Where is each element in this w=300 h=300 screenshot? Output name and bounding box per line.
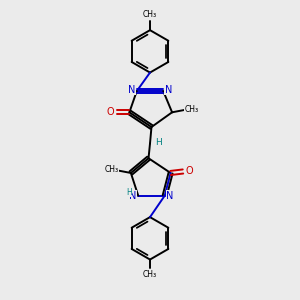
Text: N: N (166, 190, 174, 201)
Text: O: O (186, 166, 193, 176)
Text: H: H (155, 137, 162, 146)
Text: O: O (107, 107, 114, 117)
Text: CH₃: CH₃ (143, 10, 157, 19)
Text: CH₃: CH₃ (105, 165, 119, 174)
Text: CH₃: CH₃ (143, 270, 157, 279)
Text: CH₃: CH₃ (184, 105, 198, 114)
Text: N: N (129, 190, 137, 201)
Text: H: H (126, 188, 132, 196)
Text: N: N (128, 85, 135, 94)
Text: N: N (165, 85, 172, 94)
